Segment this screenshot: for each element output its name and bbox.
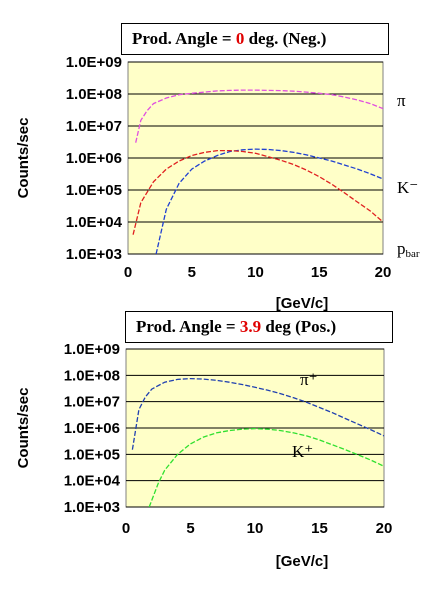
y-tick-label: 1.0E+08 [64,367,120,384]
chart-1-title: Prod. Angle = 0 deg. (Neg.) [121,23,389,55]
x-tick-label: 10 [247,520,264,537]
series-line [135,89,383,143]
series-label: π [397,91,406,110]
series-line [155,148,383,254]
y-tick-label: 1.0E+05 [64,446,120,463]
x-tick-label: 20 [376,520,393,537]
y-tick-label: 1.0E+07 [66,118,122,135]
chart-2-title-prefix: Prod. Angle = [136,317,240,336]
y-tick-label: 1.0E+04 [66,214,123,231]
series-label: K⁻ [397,178,418,197]
y-tick-label: 1.0E+06 [66,150,122,167]
series-label: K⁺ [292,442,313,461]
series-label: π⁺ [300,370,318,389]
y-tick-label: 1.0E+03 [64,499,120,516]
x-tick-label: 0 [124,264,132,281]
chart-2-title: Prod. Angle = 3.9 deg (Pos.) [125,311,393,343]
x-tick-label: 5 [186,520,194,537]
x-axis-title: [GeV/c] [276,553,329,570]
y-axis-title: Counts/sec [15,388,32,469]
chart-1-title-suffix: deg. (Neg.) [244,29,327,48]
chart-2-title-highlight: 3.9 [239,317,262,336]
chart-2: 1.0E+09 1.0E+08 1.0E+07 1.0E+06 1.0E+05 1.0E+… [15,343,393,570]
y-tick-label: 1.0E+06 [64,420,120,437]
x-tick-label: 5 [188,264,196,281]
chart-1: 1.0E+09 1.0E+08 1.0E+07 1.0E+06 1.0E+05 1.0E+… [15,55,420,312]
x-tick-label: 10 [247,264,264,281]
x-tick-label: 0 [122,520,130,537]
chart-2-title-suffix: deg (Pos.) [261,317,337,336]
x-tick-label: 20 [375,264,392,281]
y-axis-title: Counts/sec [15,118,32,199]
series-label: pbar [397,239,420,260]
y-tick-label: 1.0E+07 [64,394,120,411]
y-tick-label: 1.0E+03 [66,246,122,263]
series-line [148,427,384,507]
y-tick-label: 1.0E+04 [64,473,121,490]
series-line [132,149,383,235]
chart-1-title-highlight: 0 [235,29,245,48]
y-tick-label: 1.0E+09 [64,343,120,358]
y-tick-label: 1.0E+05 [66,182,122,199]
x-tick-label: 15 [311,520,328,537]
chart-1-title-prefix: Prod. Angle = [132,29,236,48]
series-line [131,377,384,450]
x-tick-label: 15 [311,264,328,281]
x-axis-title: [GeV/c] [276,295,329,312]
y-tick-label: 1.0E+08 [66,86,122,103]
y-tick-label: 1.0E+09 [66,55,122,71]
